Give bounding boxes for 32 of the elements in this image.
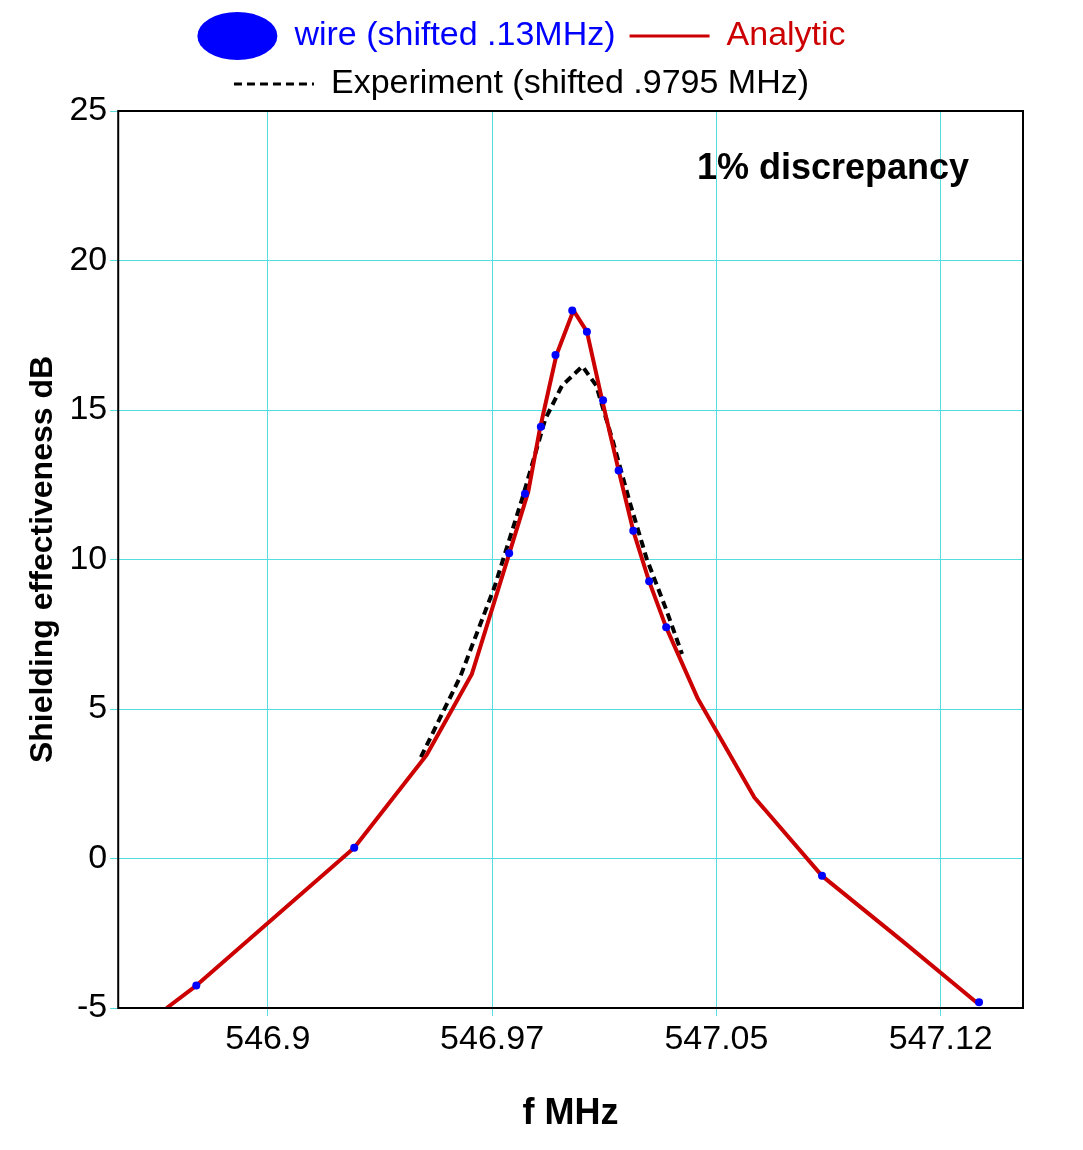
y-axis-title: Shielding effectiveness dB <box>23 355 60 764</box>
point <box>582 327 591 336</box>
point <box>975 998 984 1007</box>
point <box>551 350 560 359</box>
legend-label: Experiment (shifted .9795 MHz) <box>330 62 810 101</box>
y-tick-label: 0 <box>88 836 108 875</box>
y-tick-label: 5 <box>88 687 108 726</box>
y-tick-label: 25 <box>69 89 108 128</box>
line-series <box>418 364 685 760</box>
legend-label: Analytic <box>726 14 846 53</box>
x-tick-label: 547.05 <box>664 1017 769 1056</box>
x-tick-label: 547.12 <box>888 1017 993 1056</box>
point <box>568 306 577 315</box>
point <box>818 871 826 880</box>
y-tick-label: 15 <box>69 388 108 427</box>
point <box>614 466 623 475</box>
x-axis-title: f MHz <box>522 1091 619 1133</box>
x-tick-label: 546.9 <box>225 1017 311 1056</box>
point <box>350 843 359 852</box>
point <box>505 549 514 558</box>
point <box>536 422 545 431</box>
x-tick-label: 546.97 <box>440 1017 545 1056</box>
point <box>629 526 638 535</box>
point <box>645 577 654 586</box>
y-tick-label: 20 <box>69 238 108 277</box>
legend-label: wire (shifted .13MHz) <box>293 14 616 53</box>
point <box>192 981 201 990</box>
point <box>662 623 671 632</box>
y-tick-label: 10 <box>69 537 108 576</box>
y-tick-label: -5 <box>76 986 108 1025</box>
point <box>599 396 608 405</box>
point <box>521 489 529 498</box>
